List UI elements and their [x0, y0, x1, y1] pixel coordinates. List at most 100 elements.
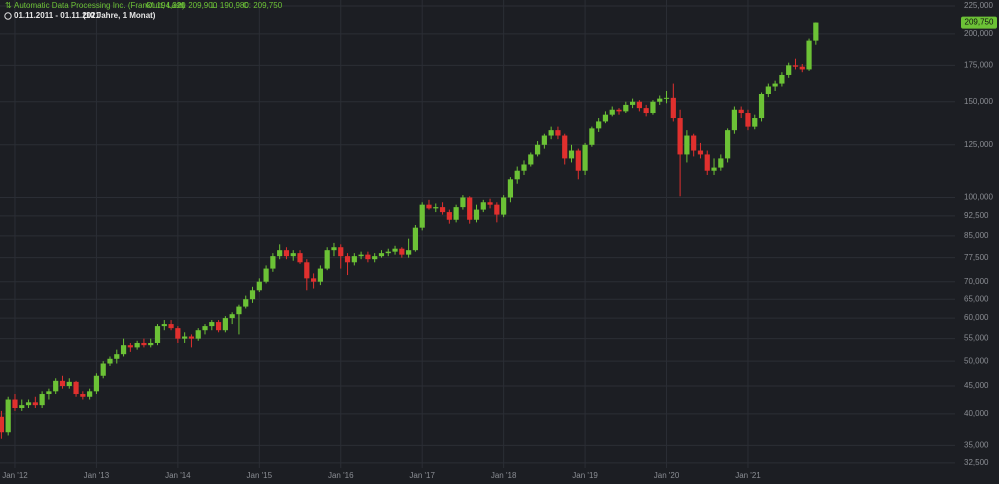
y-tick-label: 92,500 [964, 211, 989, 220]
candle-body [419, 204, 425, 228]
candle-body [548, 130, 554, 136]
candle-body [392, 248, 398, 252]
candle-body [66, 381, 72, 387]
y-tick-label: 200,000 [964, 29, 993, 38]
candle-body [249, 290, 256, 300]
candle-body [460, 197, 466, 208]
candle-body [114, 354, 120, 359]
candle-body [195, 330, 201, 339]
candle-body [555, 130, 561, 136]
y-tick-label: 65,000 [964, 294, 989, 303]
x-tick-label: Jan '17 [409, 471, 435, 480]
y-tick-label: 50,000 [964, 356, 989, 365]
period-note: (10 Jahre, 1 Monat) [83, 11, 156, 20]
candle-body [439, 207, 446, 213]
candle-body [406, 250, 412, 255]
candle-body [792, 65, 799, 67]
x-tick-label: Jan '16 [328, 471, 354, 480]
candle-body [650, 101, 656, 114]
chart-title: Automatic Data Processing Inc. (Frankfur… [14, 1, 185, 10]
candle-body [256, 281, 262, 291]
candle-body [446, 212, 452, 220]
candle-body [602, 114, 609, 122]
last-price-badge [961, 16, 997, 29]
candle-body [765, 86, 771, 95]
candle-body [154, 326, 161, 343]
candle-body [53, 380, 59, 392]
y-tick-label: 100,000 [964, 193, 993, 202]
x-tick-label: Jan '14 [165, 471, 191, 480]
y-tick-label: 35,000 [964, 440, 989, 449]
candle-body [609, 109, 615, 115]
candle-body [433, 207, 439, 209]
candle-body [487, 202, 493, 205]
candle-body [758, 94, 765, 119]
candle-body [59, 380, 66, 387]
candle-body [148, 342, 154, 346]
candle-body [188, 336, 195, 339]
candle-body [283, 250, 290, 257]
icon: ⇅ [5, 1, 12, 10]
ohlc-low: L: 190,980 [211, 1, 249, 10]
candle-body [670, 97, 676, 119]
candle-body [107, 358, 113, 364]
candle-body [0, 416, 4, 433]
y-tick-label: 60,000 [964, 313, 989, 322]
candle-body [507, 179, 514, 198]
x-tick-label: Jan '13 [84, 471, 110, 480]
candle-body [629, 101, 636, 105]
candle-body [80, 394, 86, 397]
y-tick-label: 225,000 [964, 1, 993, 10]
candle-body [32, 402, 38, 406]
candle-body [813, 22, 819, 41]
ohlc-close: C: 209,750 [243, 1, 283, 10]
candle-body [297, 253, 303, 263]
candles [0, 22, 819, 439]
candle-body [182, 336, 188, 339]
candle-body [93, 375, 100, 392]
y-tick-label: 32,500 [964, 458, 989, 467]
candle-body [575, 150, 581, 171]
candle-body [541, 135, 547, 145]
candle-body [236, 306, 242, 315]
candle-body [725, 130, 731, 159]
candle-body [161, 324, 167, 327]
candle-body [636, 101, 642, 109]
candle-body [663, 97, 670, 99]
candle-body [385, 251, 391, 254]
candle-body [772, 83, 778, 87]
candle-body [779, 74, 785, 84]
candle-body [711, 167, 717, 171]
candle-body [270, 256, 276, 269]
candle-body [290, 253, 296, 257]
candle-body [534, 144, 541, 155]
candle-body [528, 154, 534, 165]
x-tick-label: Jan '18 [491, 471, 517, 480]
candle-body [806, 40, 812, 70]
candle-body [745, 113, 751, 127]
x-tick-label: Jan '21 [735, 471, 761, 480]
candle-body [582, 144, 588, 171]
y-tick-label: 125,000 [964, 140, 993, 149]
candle-body [365, 254, 371, 260]
candle-body [372, 256, 378, 260]
candle-body [25, 402, 32, 406]
candle-body [324, 250, 330, 269]
last-price-label: 209,750 [965, 18, 994, 27]
candle-body [684, 135, 690, 155]
candle-body [46, 391, 52, 395]
candle-body [799, 66, 805, 70]
y-tick-label: 150,000 [964, 97, 993, 106]
candle-body [168, 324, 174, 329]
y-tick-label: 70,000 [964, 277, 989, 286]
y-tick-label: 85,000 [964, 231, 989, 240]
candle-body [5, 399, 11, 433]
candle-body [12, 399, 18, 409]
candle-body [317, 268, 323, 282]
candle-body [589, 128, 595, 145]
candle-body [616, 109, 622, 112]
date-range: 01.11.2011 - 01.11.2021 [14, 11, 100, 20]
candle-body [134, 342, 140, 348]
